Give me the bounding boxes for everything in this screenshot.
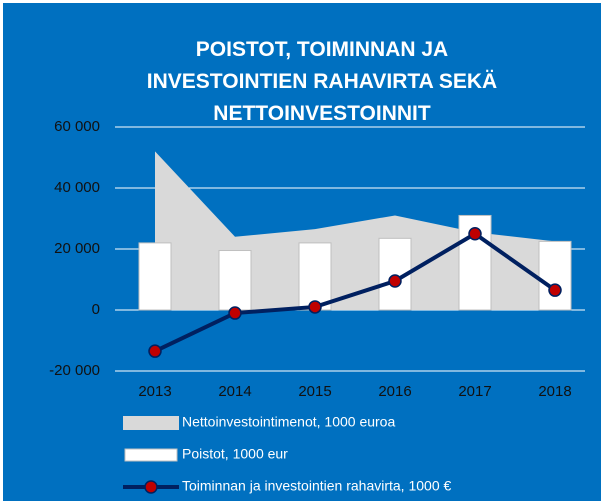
x-tick-label: 2017 xyxy=(458,383,491,400)
x-tick-label: 2016 xyxy=(378,383,411,400)
bar xyxy=(218,250,252,311)
x-tick-label: 2015 xyxy=(298,383,331,400)
legend-swatch xyxy=(124,448,178,462)
legend-swatch xyxy=(123,416,179,430)
legend-label: Toiminnan ja investointien rahavirta, 10… xyxy=(182,478,451,494)
bar xyxy=(538,240,572,311)
bar xyxy=(138,242,172,311)
y-tick-label: 60 000 xyxy=(54,118,100,135)
marker xyxy=(228,306,242,320)
x-tick-label: 2014 xyxy=(218,383,251,400)
legend-label: Poistot, 1000 eur xyxy=(182,446,288,462)
x-tick-label: 2018 xyxy=(538,383,571,400)
marker xyxy=(148,344,162,358)
area xyxy=(155,151,555,310)
y-tick-label: -20 000 xyxy=(49,362,100,379)
line xyxy=(154,231,557,353)
y-tick-label: 20 000 xyxy=(54,240,100,257)
y-tick-label: 40 000 xyxy=(54,179,100,196)
marker xyxy=(308,300,322,314)
legend-marker xyxy=(144,480,158,494)
y-tick-label: 0 xyxy=(92,301,100,318)
legend-label: Nettoinvestointimenot, 1000 euroa xyxy=(182,414,395,430)
marker xyxy=(388,274,402,288)
x-tick-label: 2013 xyxy=(138,383,171,400)
marker xyxy=(548,283,562,297)
chart-title: POISTOT, TOIMINNAN JA INVESTOINTIEN RAHA… xyxy=(146,38,498,125)
marker xyxy=(468,227,482,241)
bar xyxy=(298,242,332,311)
